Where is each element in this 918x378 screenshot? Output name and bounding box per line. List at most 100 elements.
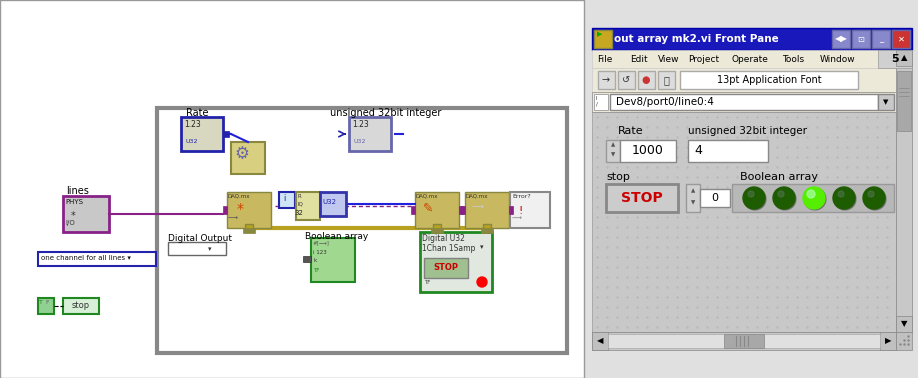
Bar xyxy=(311,238,355,282)
Bar xyxy=(620,140,676,162)
Bar xyxy=(680,71,858,89)
Bar xyxy=(592,68,896,92)
Text: Dev8/port0/line0:4: Dev8/port0/line0:4 xyxy=(616,97,714,107)
Bar xyxy=(700,189,730,207)
Text: ⊡: ⊡ xyxy=(857,34,865,43)
Text: STOP: STOP xyxy=(621,191,663,205)
Bar xyxy=(424,258,468,278)
Text: 1.23: 1.23 xyxy=(184,120,201,129)
Text: #[⟶]: #[⟶] xyxy=(313,240,330,245)
Text: ◀▶: ◀▶ xyxy=(834,34,847,43)
Bar xyxy=(320,192,346,216)
Circle shape xyxy=(863,187,885,209)
Bar xyxy=(896,50,912,66)
Bar xyxy=(415,192,459,228)
Text: Window: Window xyxy=(820,54,856,64)
Text: k: k xyxy=(313,258,316,263)
Bar xyxy=(296,192,320,220)
Text: Edit: Edit xyxy=(630,54,647,64)
Text: ▾: ▾ xyxy=(480,244,484,250)
Bar xyxy=(598,71,615,89)
Text: ◀: ◀ xyxy=(597,336,603,345)
Text: i: i xyxy=(283,194,285,203)
Bar xyxy=(594,94,608,110)
Text: unsigned 32bit integer: unsigned 32bit integer xyxy=(330,108,442,118)
Text: Rate: Rate xyxy=(186,108,208,118)
Bar xyxy=(279,192,295,208)
Bar xyxy=(420,232,492,292)
Bar xyxy=(63,298,99,314)
Text: unsigned 32bit integer: unsigned 32bit integer xyxy=(688,126,807,136)
Text: ▶: ▶ xyxy=(597,31,602,37)
Text: T: T xyxy=(39,300,43,305)
Bar xyxy=(592,332,896,350)
Text: File: File xyxy=(597,54,612,64)
Bar xyxy=(878,50,912,68)
Text: STOP: STOP xyxy=(433,263,458,273)
Circle shape xyxy=(868,191,874,197)
Text: stop: stop xyxy=(606,172,630,182)
Text: Tools: Tools xyxy=(782,54,804,64)
Text: PHYS: PHYS xyxy=(65,199,83,205)
Bar xyxy=(592,112,896,332)
Bar xyxy=(245,224,253,232)
Circle shape xyxy=(834,188,856,210)
Text: /: / xyxy=(596,102,598,107)
Bar xyxy=(157,108,567,353)
Text: U32: U32 xyxy=(353,139,365,144)
Text: *: * xyxy=(237,202,244,216)
Bar xyxy=(223,131,229,137)
Text: ▼: ▼ xyxy=(901,319,907,328)
Text: i 123: i 123 xyxy=(313,250,327,255)
Bar xyxy=(231,142,265,174)
Circle shape xyxy=(744,188,766,210)
Circle shape xyxy=(774,188,796,210)
Text: Error?: Error? xyxy=(512,194,531,199)
Text: Operate: Operate xyxy=(732,54,769,64)
Text: ⟶: ⟶ xyxy=(228,216,238,222)
Text: ▶: ▶ xyxy=(885,336,891,345)
Circle shape xyxy=(804,188,826,210)
Bar xyxy=(594,30,612,48)
Bar xyxy=(878,94,894,110)
Bar xyxy=(223,206,227,214)
Text: TF: TF xyxy=(313,268,319,273)
Circle shape xyxy=(803,187,825,209)
Circle shape xyxy=(833,187,855,209)
Bar xyxy=(610,94,878,110)
Bar xyxy=(896,50,912,332)
Text: ▲: ▲ xyxy=(691,189,695,194)
Bar xyxy=(461,206,465,214)
Bar xyxy=(832,30,850,48)
Text: ▲: ▲ xyxy=(901,54,907,62)
Text: ▼: ▼ xyxy=(610,152,615,158)
Bar xyxy=(896,316,912,332)
Text: View: View xyxy=(658,54,679,64)
Bar xyxy=(510,192,550,228)
Text: DAQ.mx: DAQ.mx xyxy=(228,193,251,198)
Text: 5: 5 xyxy=(891,54,899,64)
Text: lines: lines xyxy=(66,186,89,196)
Text: 13pt Application Font: 13pt Application Font xyxy=(717,75,822,85)
Bar xyxy=(892,30,910,48)
Text: Project: Project xyxy=(688,54,719,64)
Text: I/O: I/O xyxy=(65,220,74,226)
Bar xyxy=(688,140,768,162)
Bar xyxy=(658,71,675,89)
Bar xyxy=(724,334,764,348)
Text: DAQ.mx: DAQ.mx xyxy=(466,193,488,198)
Bar xyxy=(592,50,912,68)
Circle shape xyxy=(743,187,765,209)
Text: Digital Output: Digital Output xyxy=(168,234,232,243)
Text: out array mk2.vi Front Pane: out array mk2.vi Front Pane xyxy=(614,34,778,44)
Bar xyxy=(592,332,608,350)
Bar xyxy=(897,71,911,131)
Text: ⟿: ⟿ xyxy=(471,202,483,211)
Text: ▼: ▼ xyxy=(883,99,889,105)
Text: IQ: IQ xyxy=(297,202,303,207)
Text: ⟿: ⟿ xyxy=(512,216,522,222)
Text: U32: U32 xyxy=(322,199,336,205)
Bar xyxy=(38,298,54,314)
Text: *: * xyxy=(71,211,76,221)
Text: stop: stop xyxy=(72,302,90,310)
